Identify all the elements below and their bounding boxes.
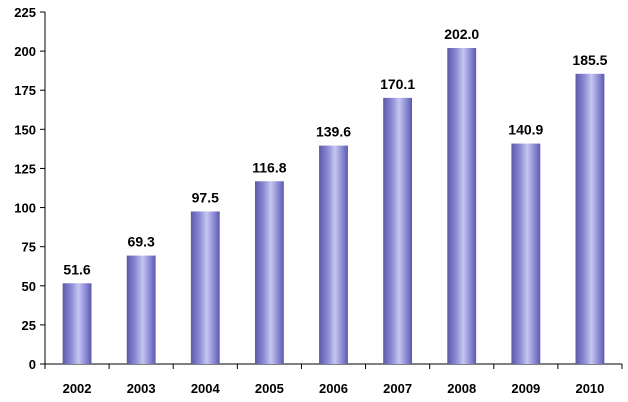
y-tick-label: 125 <box>14 161 36 176</box>
bar-2003 <box>126 255 156 364</box>
data-label-2009: 140.9 <box>508 122 543 138</box>
data-label-2005: 116.8 <box>252 159 286 175</box>
x-tick-label: 2002 <box>63 381 92 396</box>
y-tick-label: 200 <box>14 44 36 59</box>
bar-2002 <box>62 283 92 364</box>
x-axis: 2002 2003 2004 2005 2006 2007 2008 2009 2010 <box>44 363 623 396</box>
bar-2004 <box>190 211 220 364</box>
x-tick-label: 2010 <box>575 381 604 396</box>
bar-2006 <box>319 145 348 364</box>
y-tick-label: 25 <box>22 318 36 333</box>
data-label-2003: 69.3 <box>128 234 155 250</box>
x-tick-label: 2003 <box>127 381 156 396</box>
data-label-2008: 202.0 <box>444 26 479 42</box>
data-label-2007: 170.1 <box>380 76 415 92</box>
bar-2007 <box>383 97 413 364</box>
data-label-2002: 51.6 <box>63 261 90 277</box>
x-tick-label: 2007 <box>383 381 412 396</box>
data-label-2006: 139.6 <box>316 124 351 140</box>
y-tick-label: 150 <box>14 122 36 137</box>
data-labels: 51.6 69.3 97.5 116.8 139.6 170.1 202.0 140.9 185… <box>63 26 607 277</box>
y-tick-label: 50 <box>22 279 36 294</box>
x-tick-label: 2008 <box>447 381 476 396</box>
y-axis: 0 25 50 75 100 125 150 175 200 225 <box>14 5 46 372</box>
y-tick-label: 75 <box>22 240 36 255</box>
x-tick-label: 2004 <box>191 381 221 396</box>
bar-2009 <box>511 143 541 364</box>
y-tick-label: 100 <box>14 201 36 216</box>
y-tick-label: 225 <box>14 5 36 20</box>
bars <box>62 47 605 364</box>
x-tick-label: 2005 <box>255 381 284 396</box>
data-label-2004: 97.5 <box>192 189 219 205</box>
bar-2005 <box>254 181 284 364</box>
x-tick-label: 2009 <box>511 381 540 396</box>
bar-2008 <box>447 47 477 364</box>
x-tick-label: 2006 <box>319 381 348 396</box>
y-tick-label: 175 <box>14 83 36 98</box>
bar-2010 <box>575 73 605 364</box>
y-tick-label: 0 <box>29 357 36 372</box>
data-label-2010: 185.5 <box>572 52 607 68</box>
